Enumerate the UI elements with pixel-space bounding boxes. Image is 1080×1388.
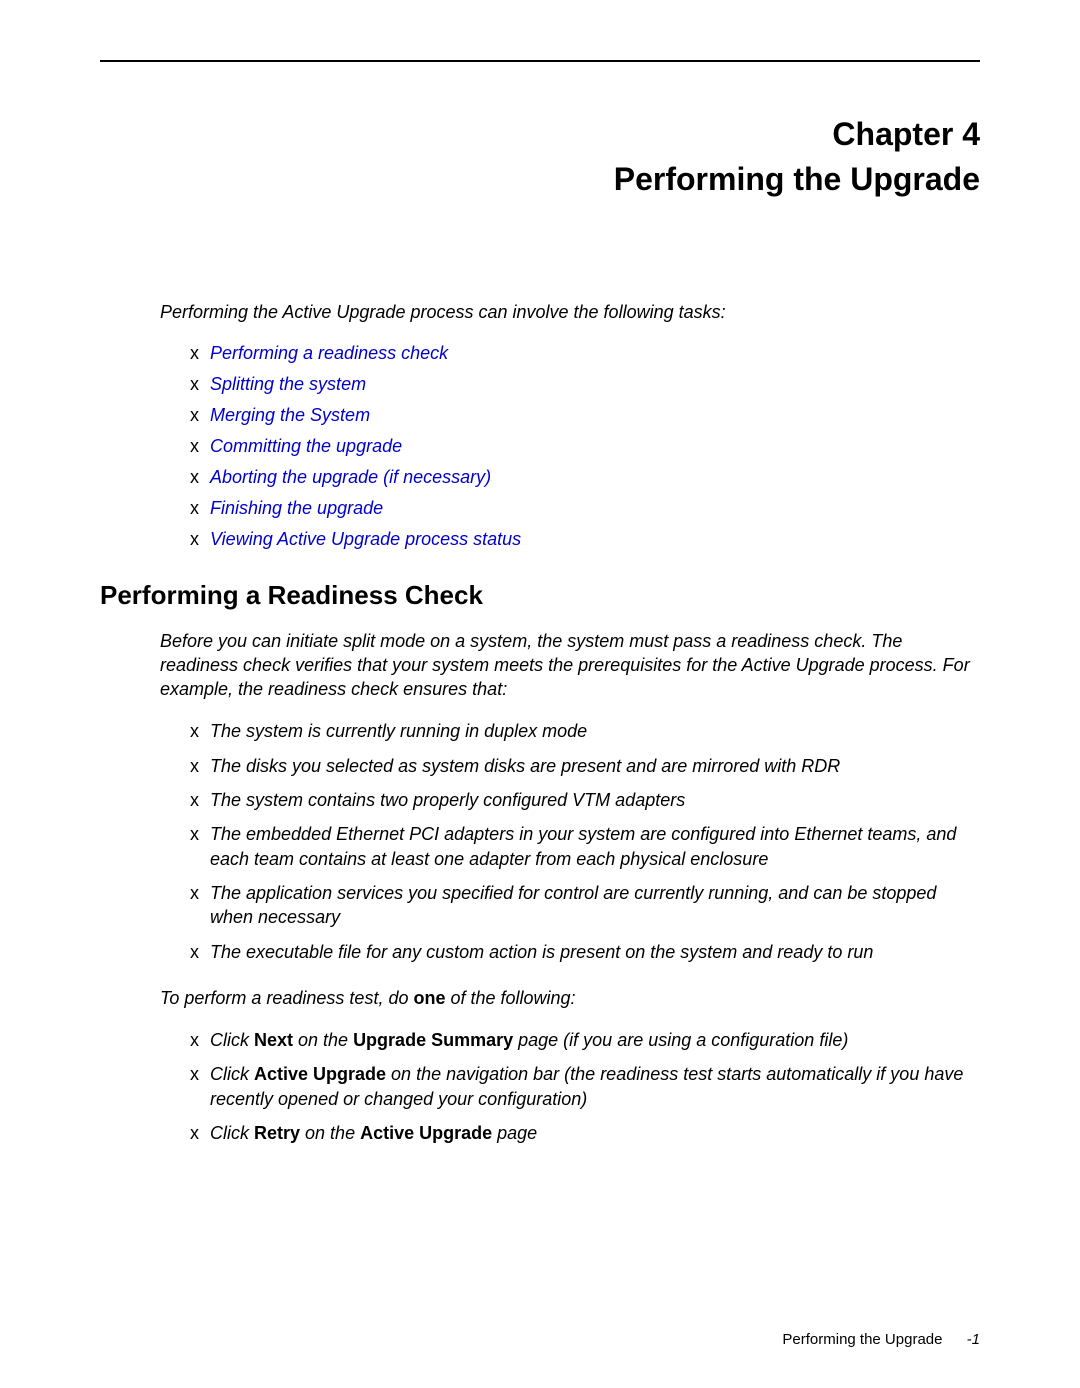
section-para-2: To perform a readiness test, do one of t… bbox=[100, 986, 980, 1010]
para2-bold: one bbox=[413, 988, 445, 1008]
chapter-label: Chapter 4 bbox=[100, 112, 980, 157]
check-item: xThe system is currently running in dupl… bbox=[190, 719, 980, 743]
check-text: The system is currently running in duple… bbox=[210, 719, 980, 743]
actions-list: x Click Next on the Upgrade Summary page… bbox=[100, 1028, 980, 1145]
check-item: xThe application services you specified … bbox=[190, 881, 980, 930]
bullet: x bbox=[190, 1028, 210, 1052]
task-link[interactable]: Finishing the upgrade bbox=[210, 498, 383, 518]
action-item: x Click Retry on the Active Upgrade page bbox=[190, 1121, 980, 1145]
action-text: Click Retry on the Active Upgrade page bbox=[210, 1121, 980, 1145]
action-text: Click Next on the Upgrade Summary page (… bbox=[210, 1028, 980, 1052]
section-heading: Performing a Readiness Check bbox=[100, 580, 980, 611]
task-link[interactable]: Performing a readiness check bbox=[210, 343, 448, 363]
bullet: x bbox=[190, 1121, 210, 1145]
a3-mid: on the bbox=[300, 1123, 360, 1143]
bullet: x bbox=[190, 822, 210, 871]
bullet: x bbox=[190, 374, 210, 395]
footer-title: Performing the Upgrade bbox=[782, 1331, 942, 1348]
check-text: The system contains two properly configu… bbox=[210, 788, 980, 812]
check-item: xThe embedded Ethernet PCI adapters in y… bbox=[190, 822, 980, 871]
task-link-item: xFinishing the upgrade bbox=[190, 498, 980, 519]
bullet: x bbox=[190, 788, 210, 812]
check-item: xThe executable file for any custom acti… bbox=[190, 940, 980, 964]
para2-post: of the following: bbox=[445, 988, 575, 1008]
bullet: x bbox=[190, 940, 210, 964]
task-link-item: xPerforming a readiness check bbox=[190, 343, 980, 364]
a2-b1: Active Upgrade bbox=[254, 1064, 386, 1084]
task-link[interactable]: Committing the upgrade bbox=[210, 436, 402, 456]
task-link-item: xAborting the upgrade (if necessary) bbox=[190, 467, 980, 488]
a1-post: page (if you are using a configuration f… bbox=[513, 1030, 848, 1050]
bullet: x bbox=[190, 436, 210, 457]
check-text: The embedded Ethernet PCI adapters in yo… bbox=[210, 822, 980, 871]
bullet: x bbox=[190, 719, 210, 743]
chapter-heading: Chapter 4 Performing the Upgrade bbox=[100, 112, 980, 202]
task-link-item: xCommitting the upgrade bbox=[190, 436, 980, 457]
task-link-item: xViewing Active Upgrade process status bbox=[190, 529, 980, 550]
action-item: x Click Active Upgrade on the navigation… bbox=[190, 1062, 980, 1111]
a3-pre: Click bbox=[210, 1123, 254, 1143]
task-link-item: xMerging the System bbox=[190, 405, 980, 426]
a1-b2: Upgrade Summary bbox=[353, 1030, 513, 1050]
chapter-title: Performing the Upgrade bbox=[100, 157, 980, 202]
a2-pre: Click bbox=[210, 1064, 254, 1084]
check-text: The application services you specified f… bbox=[210, 881, 980, 930]
a1-mid: on the bbox=[293, 1030, 353, 1050]
page-footer: Performing the Upgrade -1 bbox=[782, 1331, 980, 1348]
bullet: x bbox=[190, 881, 210, 930]
bullet: x bbox=[190, 343, 210, 364]
task-link[interactable]: Viewing Active Upgrade process status bbox=[210, 529, 521, 549]
bullet: x bbox=[190, 529, 210, 550]
task-link-item: xSplitting the system bbox=[190, 374, 980, 395]
task-link-list: xPerforming a readiness check xSplitting… bbox=[100, 343, 980, 550]
task-link[interactable]: Splitting the system bbox=[210, 374, 366, 394]
action-text: Click Active Upgrade on the navigation b… bbox=[210, 1062, 980, 1111]
a1-pre: Click bbox=[210, 1030, 254, 1050]
footer-page-number: -1 bbox=[967, 1331, 980, 1348]
checks-list: xThe system is currently running in dupl… bbox=[100, 719, 980, 963]
intro-text: Performing the Active Upgrade process ca… bbox=[100, 302, 980, 323]
bullet: x bbox=[190, 754, 210, 778]
bullet: x bbox=[190, 1062, 210, 1111]
a3-b1: Retry bbox=[254, 1123, 300, 1143]
check-text: The executable file for any custom actio… bbox=[210, 940, 980, 964]
bullet: x bbox=[190, 467, 210, 488]
action-item: x Click Next on the Upgrade Summary page… bbox=[190, 1028, 980, 1052]
a3-b2: Active Upgrade bbox=[360, 1123, 492, 1143]
check-item: xThe system contains two properly config… bbox=[190, 788, 980, 812]
check-text: The disks you selected as system disks a… bbox=[210, 754, 980, 778]
section-para-1: Before you can initiate split mode on a … bbox=[100, 629, 980, 702]
bullet: x bbox=[190, 405, 210, 426]
top-rule bbox=[100, 60, 980, 62]
task-link[interactable]: Merging the System bbox=[210, 405, 370, 425]
check-item: xThe disks you selected as system disks … bbox=[190, 754, 980, 778]
bullet: x bbox=[190, 498, 210, 519]
a3-post: page bbox=[492, 1123, 537, 1143]
a1-b1: Next bbox=[254, 1030, 293, 1050]
para2-pre: To perform a readiness test, do bbox=[160, 988, 413, 1008]
task-link[interactable]: Aborting the upgrade (if necessary) bbox=[210, 467, 491, 487]
